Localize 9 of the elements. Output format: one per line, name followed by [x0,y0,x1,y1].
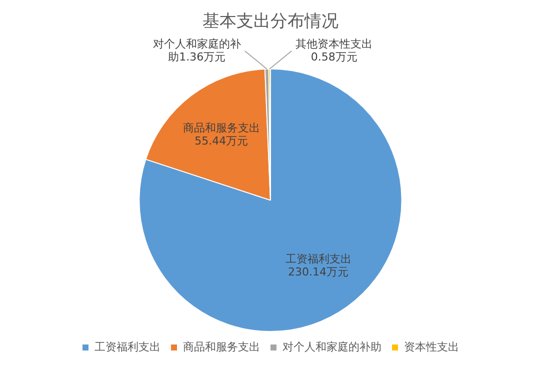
data-label: 对个人和家庭的补助1.36万元 [152,37,241,64]
chart-title: 基本支出分布情况 [202,12,338,32]
data-label: 工资福利支出 230.14万元 [285,252,352,278]
legend-label: 工资福利支出 [94,340,160,354]
data-label: 商品和服务支出 55.44万元 [182,122,260,148]
legend-label: 对个人和家庭的补助 [282,340,382,354]
legend-label: 资本性支出 [404,340,459,354]
data-label: 其他资本性支出 0.58万元 [296,37,373,64]
legend-label: 商品和服务支出 [183,340,260,354]
